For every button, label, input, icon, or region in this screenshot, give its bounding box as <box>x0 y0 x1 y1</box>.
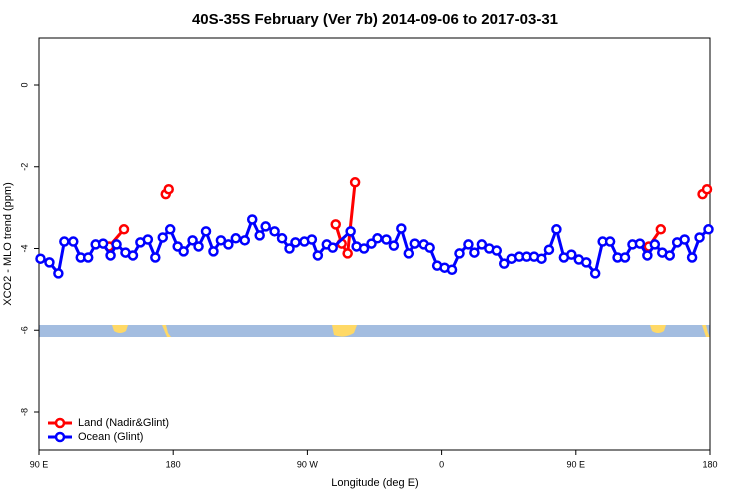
land-patch <box>112 325 128 333</box>
land-patch <box>650 325 666 333</box>
point <box>634 238 646 249</box>
point <box>566 249 577 260</box>
point <box>157 232 169 243</box>
point <box>655 224 667 235</box>
point <box>694 232 705 243</box>
point <box>679 234 690 245</box>
point <box>345 226 356 237</box>
point <box>604 236 616 247</box>
x-axis-title: Longitude (deg E) <box>331 477 418 489</box>
point <box>269 226 280 237</box>
point <box>284 243 295 254</box>
point <box>358 243 370 254</box>
legend-label: Ocean (Glint) <box>78 431 143 443</box>
point <box>498 258 510 269</box>
point <box>200 226 212 237</box>
plot-frame <box>38 37 711 451</box>
point <box>396 223 407 234</box>
point <box>163 183 174 195</box>
x-tick-label: 180 <box>166 459 181 469</box>
point <box>580 257 592 268</box>
point <box>111 239 122 250</box>
x-tick-label: 0 <box>439 459 444 469</box>
point <box>536 253 547 264</box>
point <box>239 235 251 246</box>
x-tick-label: 90 E <box>567 459 586 469</box>
y-tick-label: -4 <box>19 244 29 252</box>
point <box>59 236 70 247</box>
point <box>664 250 675 261</box>
point <box>150 252 161 263</box>
land-patch <box>702 325 710 337</box>
point <box>642 250 653 261</box>
point <box>619 252 631 263</box>
x-tick-label: 180 <box>702 459 717 469</box>
point <box>82 252 94 263</box>
point <box>342 248 353 259</box>
point <box>589 268 601 279</box>
point <box>68 236 79 247</box>
point <box>403 248 415 259</box>
point <box>290 237 301 248</box>
point <box>703 224 714 235</box>
point <box>649 239 661 250</box>
legend-label: Land (Nadir&Glint) <box>78 417 169 429</box>
point <box>372 233 383 244</box>
y-tick-label: -2 <box>19 163 29 171</box>
y-tick-label: -8 <box>19 408 29 416</box>
y-tick-label: 0 <box>19 82 29 87</box>
legend-marker <box>54 417 66 429</box>
point <box>97 238 109 249</box>
point <box>469 247 480 258</box>
point <box>424 242 435 253</box>
point <box>178 246 189 257</box>
point <box>208 246 219 257</box>
point <box>463 239 474 250</box>
point <box>127 250 139 261</box>
point <box>388 240 400 251</box>
point <box>260 221 271 232</box>
point <box>223 239 234 250</box>
point <box>312 250 324 261</box>
ocean-band <box>39 325 710 337</box>
point <box>454 248 465 259</box>
point <box>330 219 341 230</box>
point <box>701 183 713 195</box>
point <box>306 234 318 245</box>
point <box>446 264 458 275</box>
point <box>381 234 392 245</box>
point <box>215 235 227 246</box>
point <box>476 239 488 250</box>
point <box>246 214 258 225</box>
point <box>686 252 698 263</box>
point <box>327 242 338 253</box>
point <box>187 235 198 246</box>
x-tick-label: 90 W <box>297 459 319 469</box>
point <box>491 245 503 256</box>
point <box>105 250 116 261</box>
point <box>118 224 130 235</box>
y-tick-label: -6 <box>19 326 29 334</box>
point <box>44 257 55 268</box>
point <box>164 224 176 235</box>
point <box>349 177 361 188</box>
land-patch <box>332 325 357 337</box>
land-mask-band <box>39 325 710 337</box>
point <box>230 233 242 244</box>
y-axis-title: XCO2 - MLO trend (ppm) <box>2 182 14 305</box>
point <box>543 244 555 255</box>
point <box>409 238 421 249</box>
point <box>193 241 204 252</box>
point <box>276 233 288 244</box>
point <box>53 268 64 279</box>
point <box>142 234 154 245</box>
land-patch <box>162 325 171 337</box>
legend-marker <box>54 431 66 443</box>
point <box>254 230 265 241</box>
x-tick-label: 90 E <box>30 459 49 469</box>
chart-title: 40S-35S February (Ver 7b) 2014-09-06 to … <box>192 11 558 28</box>
point <box>551 224 562 235</box>
point <box>35 253 46 264</box>
